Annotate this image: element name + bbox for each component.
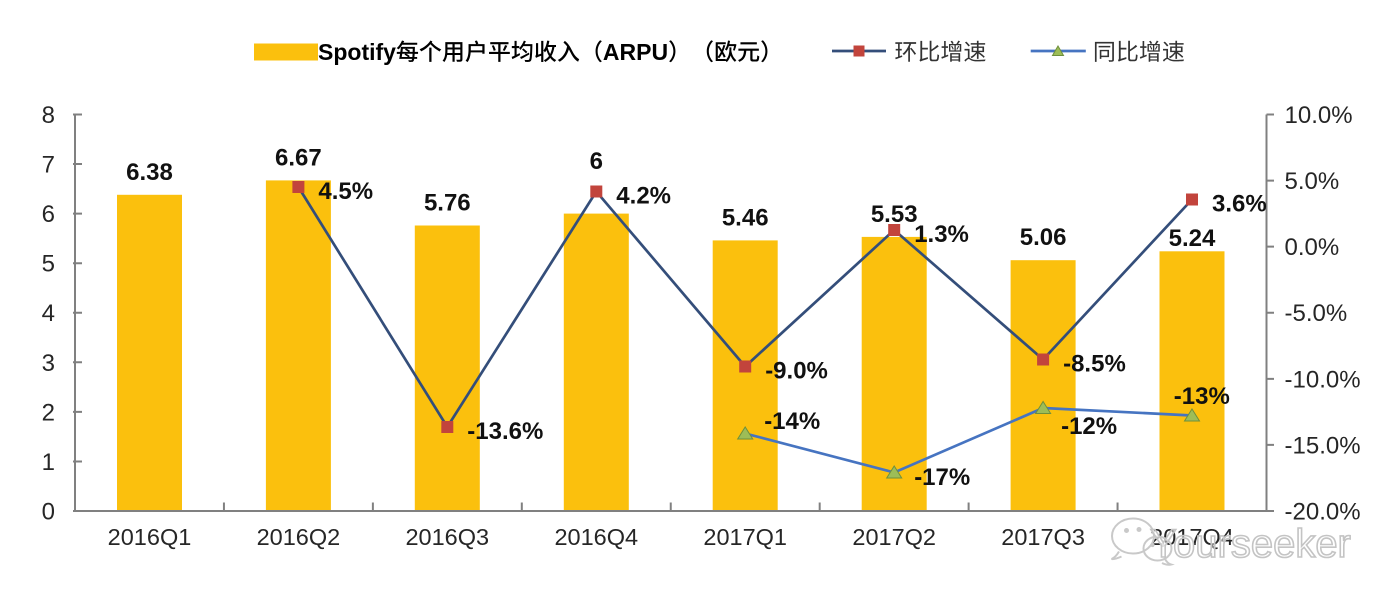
svg-text:-13%: -13% [1174,383,1230,410]
svg-text:5.76: 5.76 [424,190,471,217]
svg-text:5.24: 5.24 [1169,225,1216,252]
svg-text:1.3%: 1.3% [914,221,969,248]
svg-text:2017Q1: 2017Q1 [703,524,787,550]
svg-text:-10.0%: -10.0% [1285,366,1361,393]
svg-text:-20.0%: -20.0% [1285,499,1361,526]
svg-text:4.5%: 4.5% [318,178,373,205]
svg-text:4: 4 [42,300,55,327]
svg-text:2016Q2: 2016Q2 [257,524,341,550]
svg-text:5.53: 5.53 [871,201,918,228]
svg-text:-17%: -17% [914,464,970,491]
svg-text:-15.0%: -15.0% [1285,432,1361,459]
svg-text:8: 8 [42,102,55,129]
svg-text:0: 0 [42,499,55,526]
svg-text:-8.5%: -8.5% [1063,351,1126,378]
svg-text:-12%: -12% [1061,413,1117,440]
svg-text:2016Q4: 2016Q4 [554,524,638,550]
svg-text:-13.6%: -13.6% [467,418,543,445]
svg-text:7: 7 [42,152,55,179]
svg-text:5.46: 5.46 [722,204,769,231]
svg-text:Yourseeker: Yourseeker [1150,522,1351,566]
svg-text:4.2%: 4.2% [616,183,671,210]
svg-text:2017Q3: 2017Q3 [1001,524,1085,550]
svg-text:2017Q2: 2017Q2 [852,524,936,550]
svg-text:-14%: -14% [764,408,820,435]
svg-text:6: 6 [42,201,55,228]
svg-text:3: 3 [42,350,55,377]
svg-text:-5.0%: -5.0% [1285,300,1348,327]
svg-text:2016Q1: 2016Q1 [108,524,192,550]
svg-text:0.0%: 0.0% [1285,234,1340,261]
svg-text:5.0%: 5.0% [1285,168,1340,195]
svg-text:-9.0%: -9.0% [765,358,828,385]
svg-text:3.6%: 3.6% [1212,191,1267,218]
svg-text:2016Q3: 2016Q3 [405,524,489,550]
svg-text:ARPU: ARPU [603,39,668,65]
svg-text:6: 6 [590,148,603,175]
svg-text:6.38: 6.38 [126,159,173,186]
svg-text:6.67: 6.67 [275,144,322,171]
svg-text:5: 5 [42,251,55,278]
svg-text:5.06: 5.06 [1020,224,1067,251]
svg-text:Spotify: Spotify [318,39,396,65]
svg-text:1: 1 [42,449,55,476]
svg-text:10.0%: 10.0% [1285,102,1353,129]
svg-text:2: 2 [42,399,55,426]
